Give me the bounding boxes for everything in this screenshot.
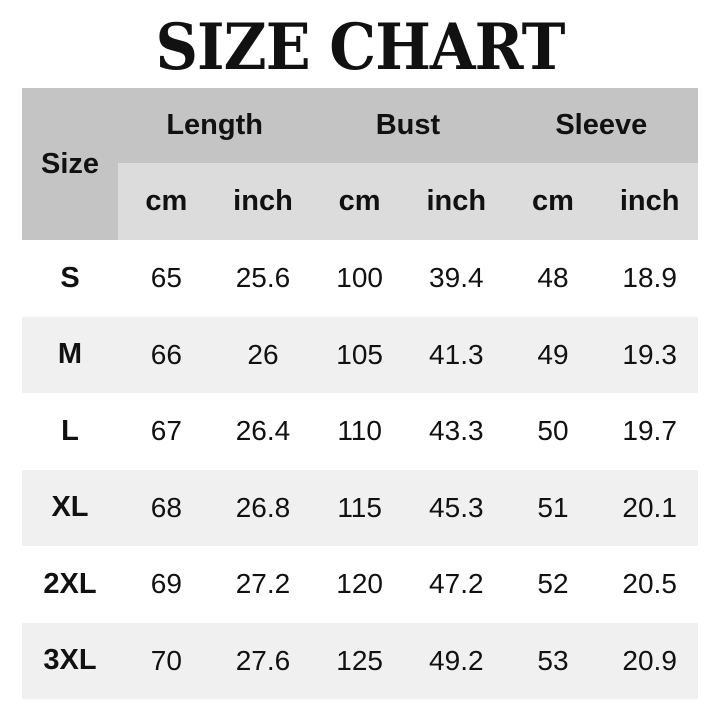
value-cell: 120 (336, 568, 383, 600)
size-cell: 2XL (43, 567, 97, 600)
value-cell: 27.2 (235, 568, 291, 600)
value-cell: 49.2 (407, 622, 505, 699)
value-cell: 27.6 (214, 622, 312, 699)
value-cell: 43.3 (429, 415, 484, 447)
header-unit: cm (504, 163, 602, 240)
size-cell: 3XL (22, 622, 118, 699)
value-cell: 66 (118, 316, 215, 393)
size-cell: M (22, 316, 118, 393)
size-cell: L (61, 414, 79, 447)
table-row: 3XL 70 27.6 125 49.2 53 20.9 (22, 622, 698, 699)
value-cell: 65 (150, 262, 182, 294)
value-cell: 26.4 (235, 415, 291, 447)
value-cell: 20.1 (601, 469, 698, 546)
header-length: Length (118, 88, 312, 163)
value-cell: 20.5 (622, 568, 677, 600)
value-cell: 39.4 (429, 262, 484, 294)
value-cell: 51 (504, 469, 602, 546)
value-cell: 50 (537, 415, 569, 447)
table-row: L 67 26.4 110 43.3 50 19.7 (22, 393, 698, 470)
value-cell: 115 (311, 469, 408, 546)
value-cell: 26 (214, 316, 312, 393)
value-cell: 19.7 (622, 415, 677, 447)
value-cell: 70 (118, 622, 215, 699)
value-cell: 100 (336, 262, 383, 294)
header-unit: inch (214, 163, 312, 240)
header-sleeve: Sleeve (504, 88, 698, 163)
size-cell: S (60, 261, 80, 294)
value-cell: 67 (150, 415, 182, 447)
table-row: S 65 25.6 100 39.4 48 18.9 (22, 240, 698, 317)
value-cell: 41.3 (407, 316, 505, 393)
table-row: XL 68 26.8 115 45.3 51 20.1 (22, 469, 698, 546)
value-cell: 53 (504, 622, 602, 699)
header-unit: cm (118, 163, 215, 240)
value-cell: 125 (311, 622, 408, 699)
value-cell: 68 (118, 469, 215, 546)
value-cell: 52 (537, 568, 569, 600)
value-cell: 110 (337, 415, 382, 447)
size-cell: XL (22, 469, 118, 546)
value-cell: 48 (537, 262, 569, 294)
size-table: Size Length Bust Sleeve cm inch cm inch … (22, 88, 698, 699)
value-cell: 105 (311, 316, 408, 393)
header-size: Size (22, 88, 118, 240)
header-unit: inch (601, 163, 698, 240)
table-row: M 66 26 105 41.3 49 19.3 (22, 316, 698, 393)
value-cell: 45.3 (407, 469, 505, 546)
value-cell: 69 (150, 568, 182, 600)
value-cell: 47.2 (429, 568, 484, 600)
value-cell: 18.9 (622, 262, 677, 294)
page-title: SIZE CHART (155, 10, 565, 85)
header-row-groups: Size Length Bust Sleeve (22, 88, 698, 240)
value-cell: 25.6 (235, 262, 291, 294)
table-row: 2XL 69 27.2 120 47.2 52 20.5 (22, 546, 698, 623)
header-row-units: cm inch cm inch cm inch (22, 163, 698, 240)
value-cell: 19.3 (601, 316, 698, 393)
value-cell: 26.8 (214, 469, 312, 546)
header-unit: inch (407, 163, 505, 240)
value-cell: 20.9 (601, 622, 698, 699)
header-bust: Bust (311, 88, 505, 163)
value-cell: 49 (504, 316, 602, 393)
header-unit: cm (311, 163, 408, 240)
